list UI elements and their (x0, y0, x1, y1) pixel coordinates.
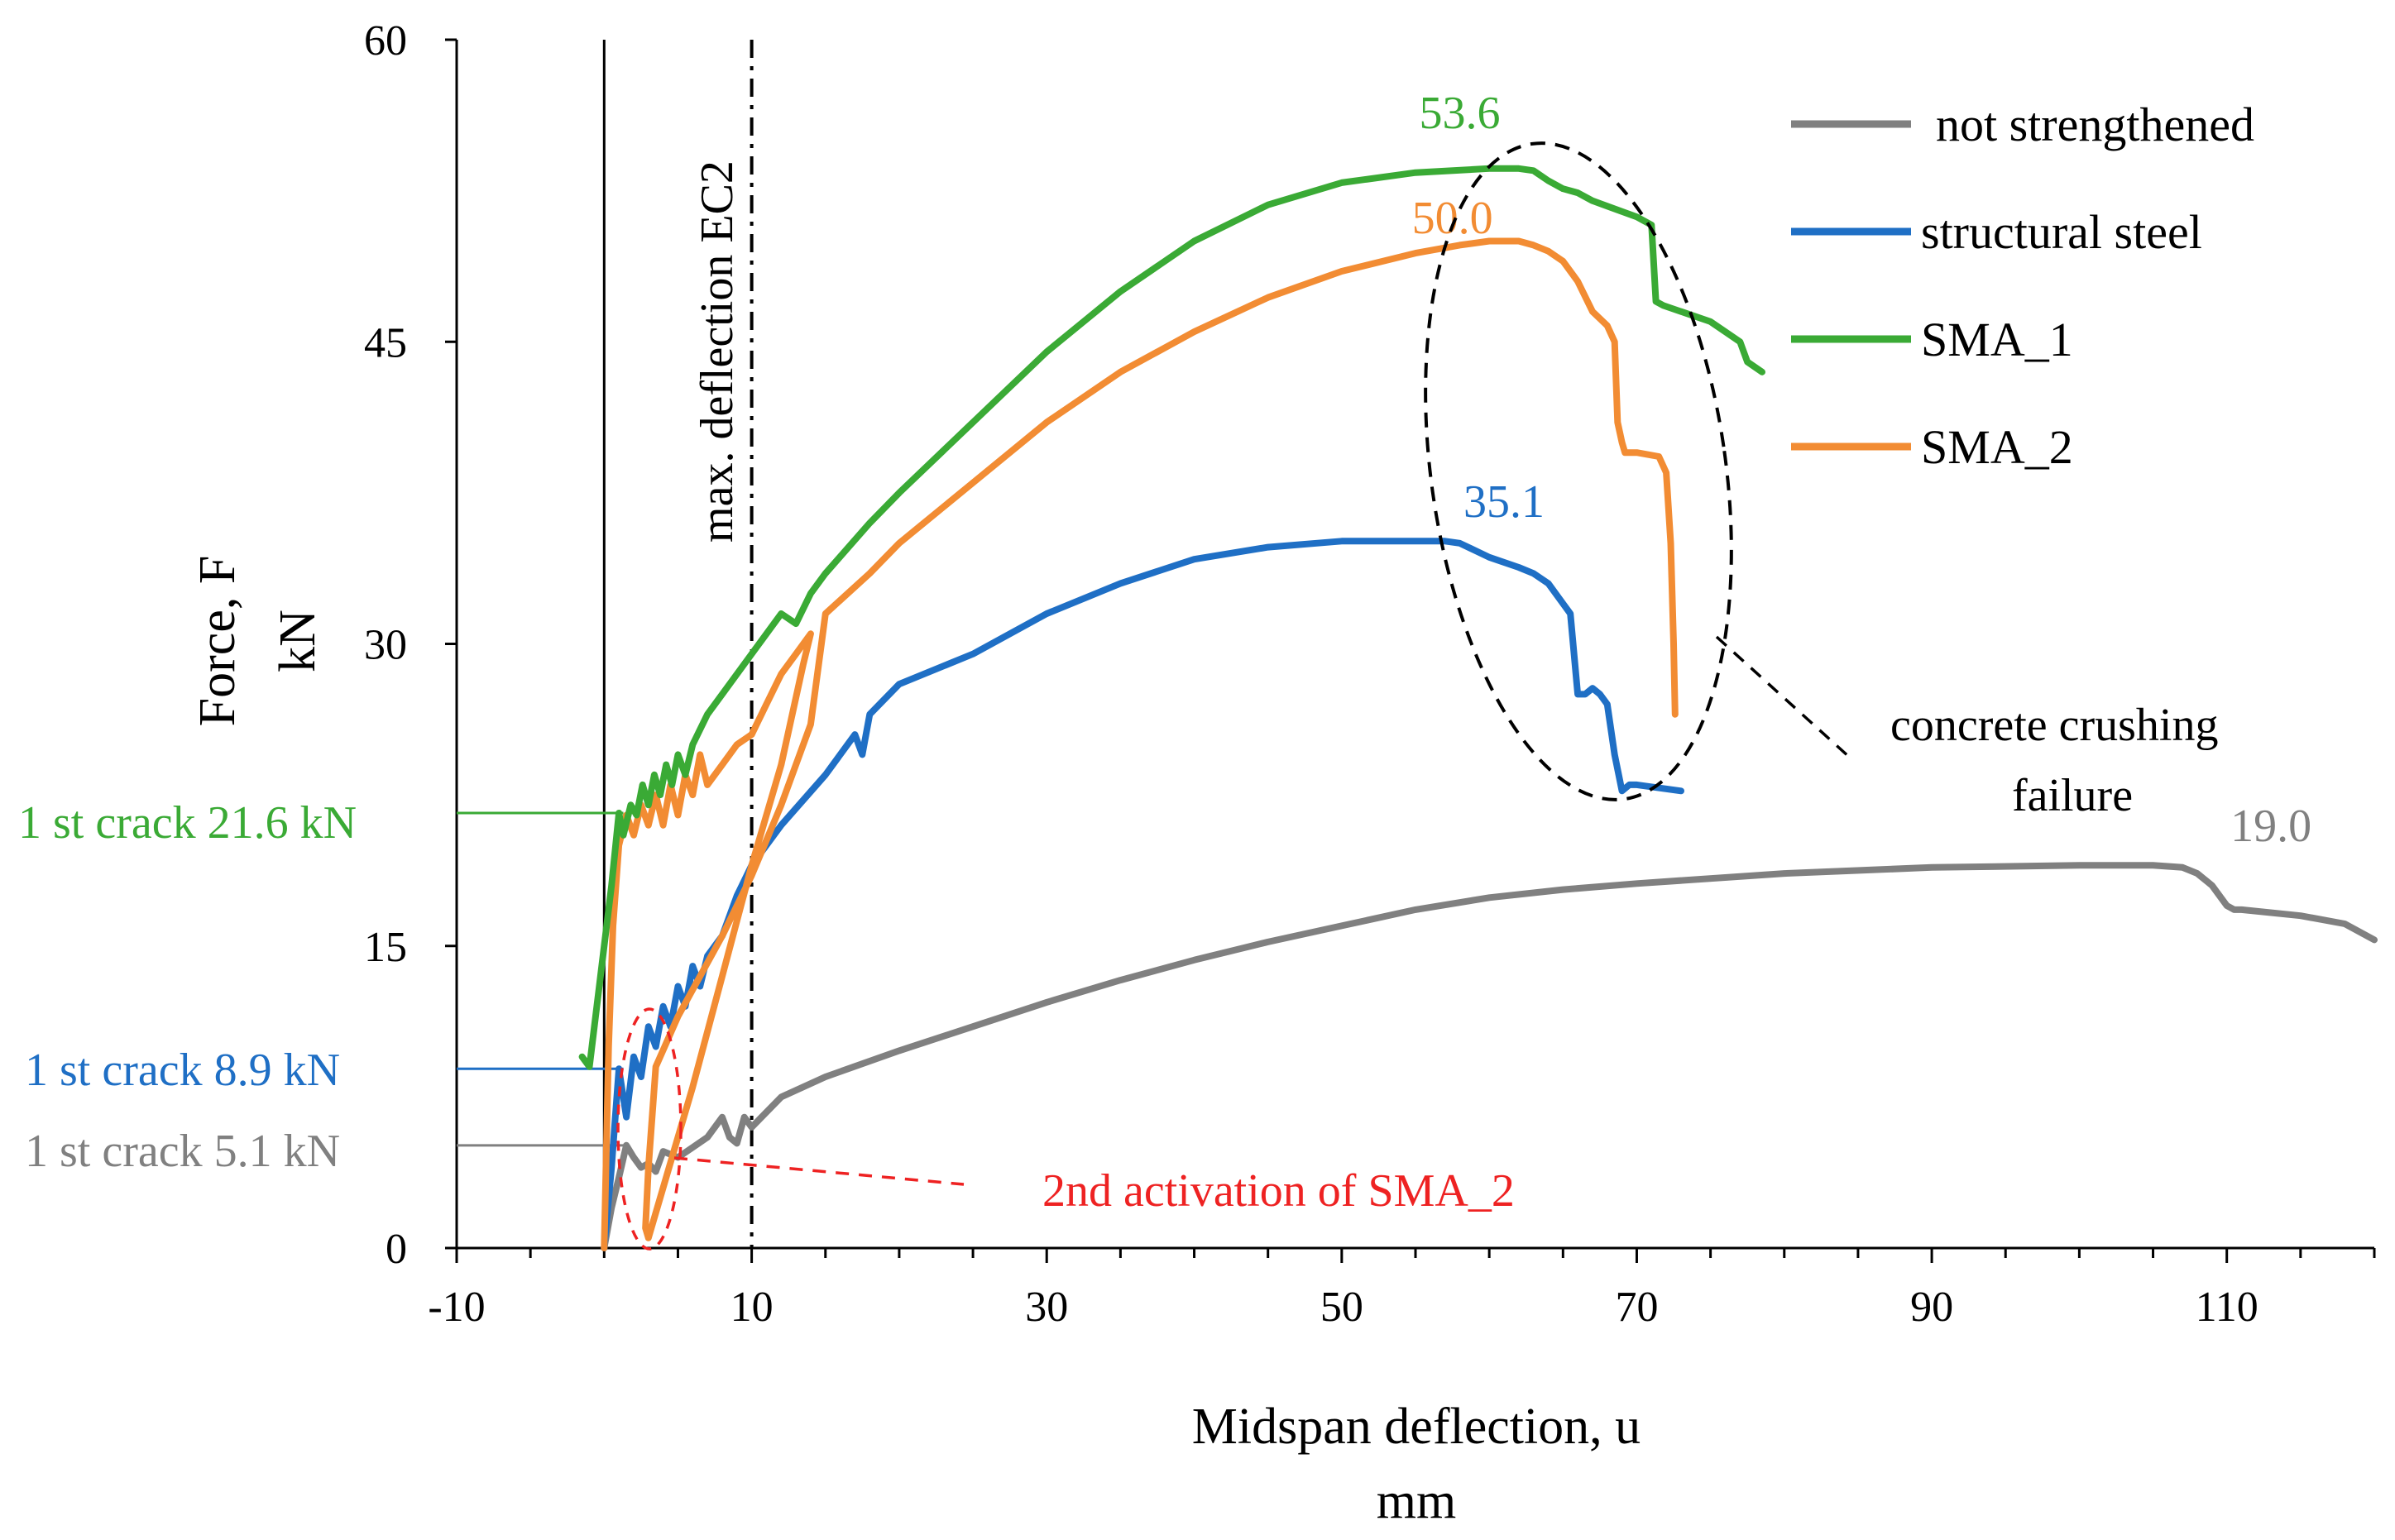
x-axis-unit: mm (1377, 1473, 1456, 1529)
peak-value-label: 35.1 (1463, 476, 1545, 528)
y-tick-label: 45 (364, 319, 407, 366)
legend-label-sma2: SMA_2 (1921, 420, 2073, 474)
x-tick-label: 50 (1320, 1284, 1363, 1331)
legend-label-not-strengthened: not strengthened (1936, 98, 2254, 151)
legend-label-sma1: SMA_1 (1921, 313, 2073, 366)
peak-value-label: 19.0 (2230, 801, 2311, 852)
max-deflection-label: max. deflection EC2 (692, 160, 743, 543)
x-tick-label: 110 (2196, 1284, 2258, 1331)
y-tick-label: 15 (364, 924, 407, 971)
legend-label-structural-steel: structural steel (1921, 205, 2202, 259)
y-axis-unit: kN (270, 610, 326, 672)
x-axis-ticks: -10 10 30 50 70 90 110 (428, 1248, 2376, 1331)
crushing-failure-ellipse (1424, 141, 1733, 801)
y-tick-label: 60 (364, 17, 407, 65)
y-axis-ticks: 0 15 30 45 60 (364, 17, 457, 1273)
peak-value-label: 50.0 (1412, 193, 1493, 244)
reference-lines (457, 40, 754, 1248)
peak-value-label: 53.6 (1419, 88, 1500, 139)
x-tick-label: 10 (730, 1284, 774, 1331)
crushing-failure-leader (1715, 635, 1851, 758)
series-line-structural-steel (601, 538, 1684, 1251)
y-tick-label: 30 (364, 622, 407, 669)
x-tick-label: -10 (428, 1284, 485, 1331)
crushing-failure-label-line2: failure (2012, 770, 2133, 821)
series-line-not-strengthened (601, 862, 2378, 1251)
x-tick-label: 70 (1615, 1284, 1658, 1331)
second-activation-label: 2nd activation of SMA_2 (1042, 1165, 1515, 1217)
crushing-failure-label-line1: concrete crushing (1890, 700, 2218, 751)
x-tick-label: 90 (1910, 1284, 1953, 1331)
crack-label-not-strengthened: 1 st crack 5.1 kN (25, 1126, 340, 1177)
y-tick-label: 0 (386, 1226, 407, 1273)
crack-label-sma1: 1 st crack 21.6 kN (18, 797, 357, 849)
crack-label-steel: 1 st crack 8.9 kN (25, 1045, 340, 1096)
legend: not strengthened structural steel SMA_1 … (1791, 98, 2254, 474)
second-activation-ellipse (616, 1007, 683, 1251)
peak-labels: 53.6 50.0 35.1 19.0 (1412, 88, 2312, 852)
x-tick-label: 30 (1025, 1284, 1068, 1331)
y-axis-title: Force, F (189, 556, 246, 727)
second-activation-leader (673, 1156, 965, 1186)
series-line-sma-2 (601, 237, 1679, 1251)
x-axis-title: Midspan deflection, u (1192, 1399, 1641, 1455)
